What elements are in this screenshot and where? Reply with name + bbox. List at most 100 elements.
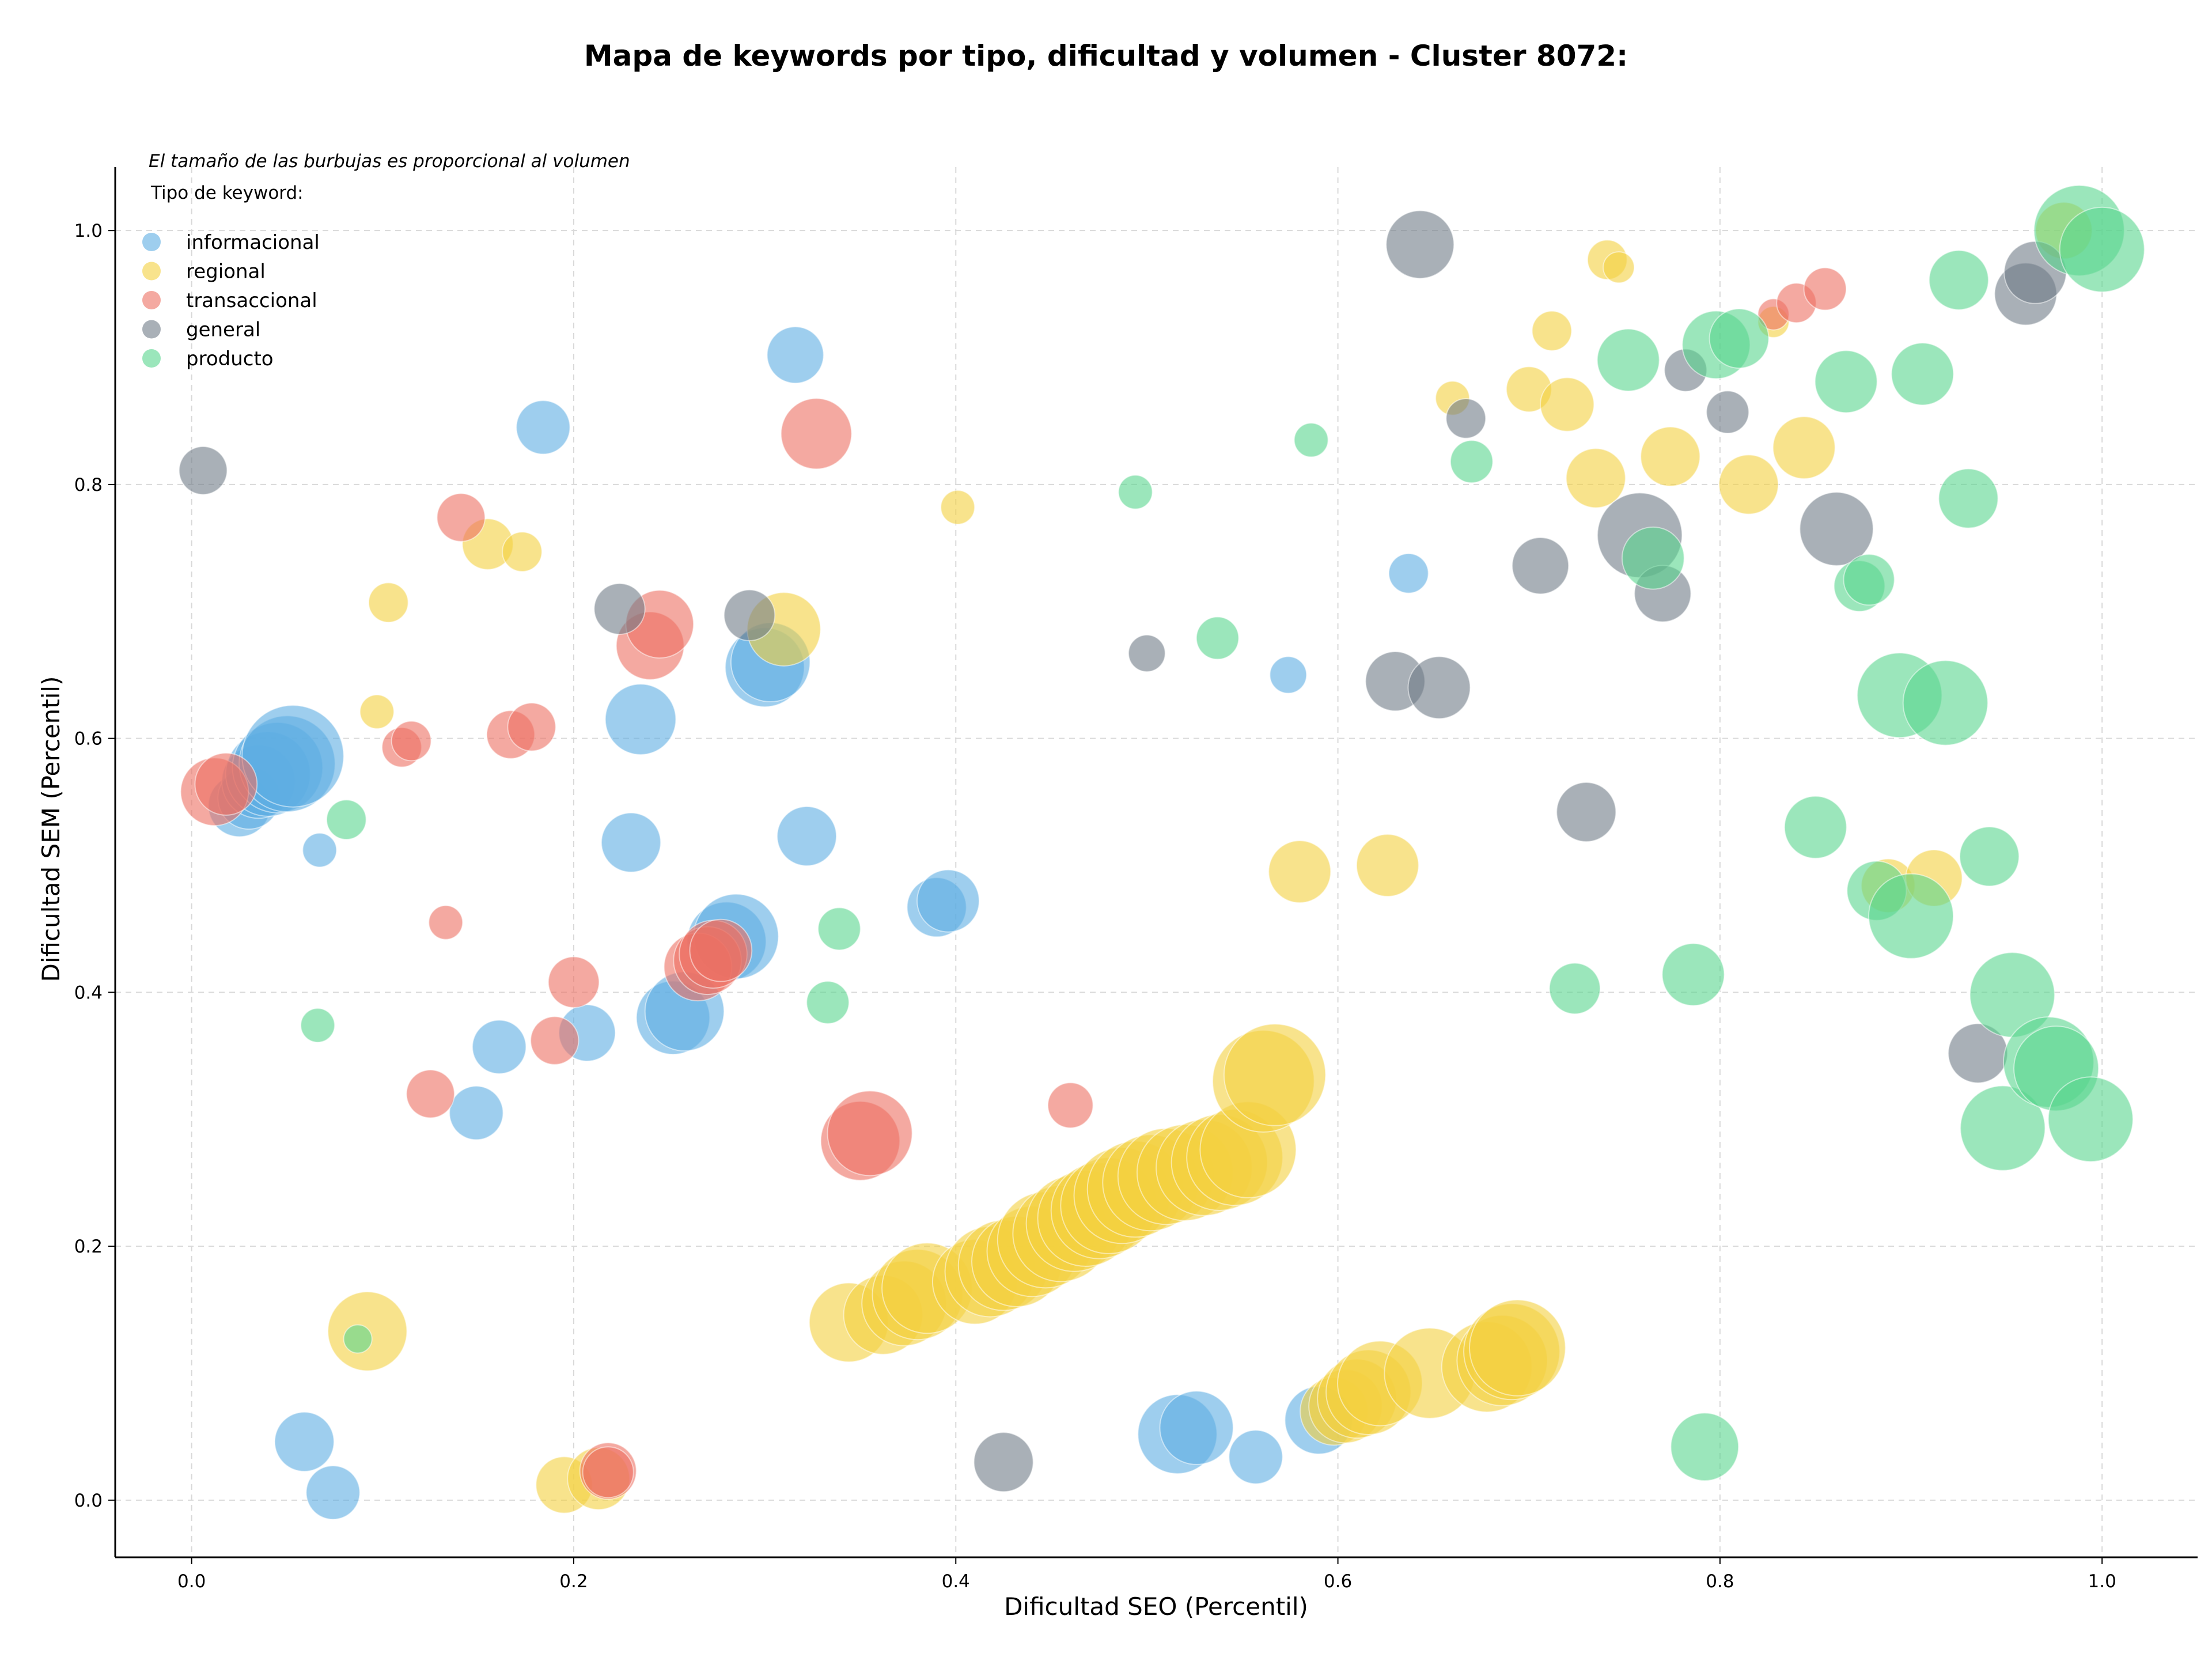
bubble-producto <box>817 907 861 951</box>
y-tick-label: 0.0 <box>74 1490 103 1511</box>
series-transaccional <box>180 267 1847 1500</box>
bubble-informacional <box>1388 553 1429 594</box>
bubble-producto <box>1928 249 1989 311</box>
bubble-producto <box>1959 826 2020 887</box>
bubble-producto <box>343 1324 373 1354</box>
legend-label-regional: regional <box>186 260 266 283</box>
bubble-producto <box>2047 1076 2134 1163</box>
series-general <box>178 210 2067 1493</box>
bubble-informacional <box>449 1085 504 1141</box>
bubble-producto <box>1783 795 1847 859</box>
bubble-transaccional <box>1803 267 1847 311</box>
bubble-regional <box>1355 834 1419 897</box>
bubble-transaccional <box>530 1016 579 1065</box>
bubble-transaccional <box>428 905 464 940</box>
legend-marker-general <box>142 320 161 339</box>
x-tick-label: 0.6 <box>1324 1571 1352 1592</box>
bubble-producto <box>325 799 367 840</box>
bubble-general <box>593 582 646 635</box>
bubble-producto <box>1621 526 1685 590</box>
x-tick-label: 1.0 <box>2088 1571 2116 1592</box>
bubble-producto <box>1118 474 1153 510</box>
bubble-general <box>1799 491 1874 566</box>
bubble-producto <box>1868 873 1955 959</box>
bubble-producto <box>1548 962 1601 1015</box>
bubble-general <box>973 1432 1034 1493</box>
bubble-informacional <box>302 833 338 868</box>
bubble-general <box>1556 782 1617 842</box>
bubble-transaccional <box>547 956 600 1008</box>
x-tick-label: 0.8 <box>1706 1571 1734 1592</box>
bubble-informacional <box>601 812 661 873</box>
bubble-general <box>1385 210 1455 279</box>
bubble-producto <box>806 981 850 1024</box>
bubble-informacional <box>516 400 571 455</box>
legend-label-informacional: informacional <box>186 231 320 254</box>
bubble-regional <box>1603 251 1635 284</box>
bubble-informacional <box>241 705 344 808</box>
bubble-general <box>1407 656 1471 720</box>
bubble-producto <box>2059 206 2145 293</box>
chart-title: Mapa de keywords por tipo, dificultad y … <box>584 39 1628 73</box>
bubble-regional <box>1718 454 1779 515</box>
x-axis-label: Dificultad SEO (Percentil) <box>1004 1592 1308 1621</box>
legend-title: Tipo de keyword: <box>150 183 304 203</box>
bubble-transaccional <box>406 1069 455 1119</box>
bubble-producto <box>1843 554 1895 606</box>
legend-marker-producto <box>142 349 161 368</box>
bubble-regional <box>359 694 395 729</box>
series-regional <box>327 202 2093 1514</box>
legend: Tipo de keyword: informacional regional tr… <box>142 183 320 370</box>
legend-label-transaccional: transaccional <box>186 289 317 312</box>
bubble-informacional <box>766 326 824 384</box>
bubble-informacional <box>472 1019 527 1074</box>
bubble-producto <box>1814 350 1878 414</box>
bubble-transaccional <box>507 702 556 752</box>
bubble-producto <box>1293 422 1329 458</box>
bubble-transaccional <box>689 918 753 982</box>
bubble-regional <box>1540 377 1595 432</box>
bubble-producto <box>1449 440 1494 483</box>
bubble-regional <box>1531 310 1573 351</box>
bubble-producto <box>1902 660 1988 746</box>
bubble-transaccional <box>1047 1082 1094 1129</box>
y-tick-label: 0.8 <box>74 475 103 495</box>
bubble-general <box>1445 398 1487 439</box>
bubble-transaccional <box>391 720 432 762</box>
bubble-regional <box>1268 840 1332 903</box>
bubble-producto <box>1891 342 1955 406</box>
bubble-general <box>1128 634 1166 672</box>
bubble-informacional <box>604 683 677 755</box>
bubble-size-note: El tamaño de las burbujas es proporciona… <box>149 151 630 172</box>
bubble-regional <box>1565 448 1626 509</box>
bubble-producto <box>1960 1085 2046 1171</box>
legend-marker-informacional <box>142 233 161 251</box>
bubble-informacional <box>777 805 838 867</box>
bubble-informacional <box>274 1412 335 1472</box>
bubble-general <box>1512 536 1570 595</box>
y-tick-label: 0.4 <box>74 982 103 1003</box>
bubble-regional <box>1640 426 1701 487</box>
y-tick-label: 1.0 <box>74 221 103 241</box>
series-producto <box>300 184 2145 1482</box>
y-axis-label: Dificultad SEM (Percentil) <box>37 676 65 982</box>
legend-label-producto: producto <box>186 347 274 370</box>
bubble-producto <box>1596 328 1660 392</box>
bubble-producto <box>1709 308 1770 369</box>
bubble-general <box>1706 390 1749 434</box>
bubble-regional <box>1223 1023 1327 1126</box>
axes: 0.0 0.2 0.4 0.6 0.8 1.0 0.0 0.2 0.4 0.6 0.8 1.0 <box>74 167 2198 1592</box>
x-tick-label: 0.2 <box>559 1571 588 1592</box>
bubble-producto <box>300 1008 335 1043</box>
bubble-regional <box>1469 1299 1566 1397</box>
bubble-regional <box>940 490 975 525</box>
bubble-general <box>723 589 776 641</box>
y-tick-label: 0.2 <box>74 1236 103 1257</box>
bubble-informacional <box>916 869 980 933</box>
grid-lines <box>115 167 2198 1557</box>
bubble-general <box>178 446 228 495</box>
x-tick-label: 0.4 <box>942 1571 970 1592</box>
legend-label-general: general <box>186 319 260 342</box>
bubble-producto <box>1195 616 1240 660</box>
